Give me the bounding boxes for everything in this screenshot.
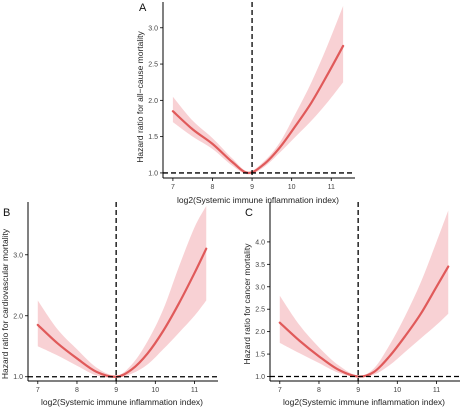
y-axis-title-a: Hazard ratio for all−cause mortality xyxy=(135,30,145,162)
x-axis-title-c: log2(Systemic immune inflammation index) xyxy=(283,397,445,407)
y-tick-label-c: 1.0 xyxy=(255,374,265,381)
confidence-band-b xyxy=(37,206,207,379)
x-tick-label-b: 10 xyxy=(151,387,159,394)
y-axis-title-b: Hazard ratio for cardiovascular mortalit… xyxy=(0,228,10,379)
panel-letter-b: B xyxy=(3,207,10,219)
y-tick-label-a: 2.5 xyxy=(148,62,158,69)
y-tick-label-a: 2.0 xyxy=(148,98,158,105)
hazard-ratio-curve-a xyxy=(171,44,345,175)
confidence-band-c xyxy=(279,210,449,378)
x-tick-label-c: 10 xyxy=(393,387,401,394)
x-tick-label-b: 8 xyxy=(75,387,79,394)
y-tick-label-c: 3.0 xyxy=(255,284,265,291)
x-tick-label-b: 7 xyxy=(36,387,40,394)
x-tick-label-c: 9 xyxy=(356,387,360,394)
y-axis-title-c: Hazard ratio for cancer mortality xyxy=(242,243,252,365)
panel-b: B 7 8 9 10 11 1.0 2.0 3.0 log2(Systemic immune … xyxy=(0,202,218,407)
y-tick-label-b: 1.0 xyxy=(13,374,23,381)
plot-area-c: 7 8 9 10 11 1.0 1.5 2.0 2.5 3.0 3.5 4.0 xyxy=(255,202,460,394)
x-tick-label-c: 7 xyxy=(278,387,282,394)
y-tick-label-c: 3.5 xyxy=(255,262,265,269)
plot-area-a: 7 8 9 10 11 1.0 1.5 2.0 2.5 3.0 xyxy=(148,2,355,191)
y-tick-label-b: 3.0 xyxy=(13,252,23,259)
plot-area-b: 7 8 9 10 11 1.0 2.0 3.0 xyxy=(13,202,218,394)
panel-letter-a: A xyxy=(139,2,147,14)
y-tick-label-c: 2.5 xyxy=(255,307,265,314)
x-tick-label-a: 8 xyxy=(211,184,215,191)
y-tick-label-a: 1.0 xyxy=(148,170,158,177)
y-tick-label-c: 1.5 xyxy=(255,352,265,359)
panel-c: C 7 8 9 10 11 1.0 1.5 2.0 2.5 3.0 3.5 4.0 log2(Syst… xyxy=(242,202,460,407)
hazard-ratio-curve-b xyxy=(36,247,208,378)
y-tick-label-b: 2.0 xyxy=(13,313,23,320)
x-axis-title-a: log2(Systemic immune inflammation index) xyxy=(177,195,339,205)
x-tick-label-b: 9 xyxy=(114,387,118,394)
panel-a: A 7 8 9 10 11 1.0 1.5 2.0 2.5 3.0 log2(Systemic i… xyxy=(135,2,355,205)
confidence-band-a xyxy=(172,6,344,175)
x-tick-label-b: 11 xyxy=(191,387,198,394)
x-tick-label-c: 11 xyxy=(433,387,440,394)
panel-letter-c: C xyxy=(245,207,253,219)
y-tick-label-a: 3.0 xyxy=(148,25,158,32)
y-tick-label-c: 4.0 xyxy=(255,239,265,246)
y-tick-label-c: 2.0 xyxy=(255,329,265,336)
x-tick-label-c: 8 xyxy=(317,387,321,394)
x-tick-label-a: 9 xyxy=(250,184,254,191)
x-tick-label-a: 11 xyxy=(328,184,335,191)
x-tick-label-a: 7 xyxy=(171,184,175,191)
x-axis-title-b: log2(Systemic immune inflammation index) xyxy=(41,397,203,407)
x-tick-label-a: 10 xyxy=(288,184,296,191)
hazard-ratio-curve-c xyxy=(278,265,450,378)
y-tick-label-a: 1.5 xyxy=(148,134,158,141)
